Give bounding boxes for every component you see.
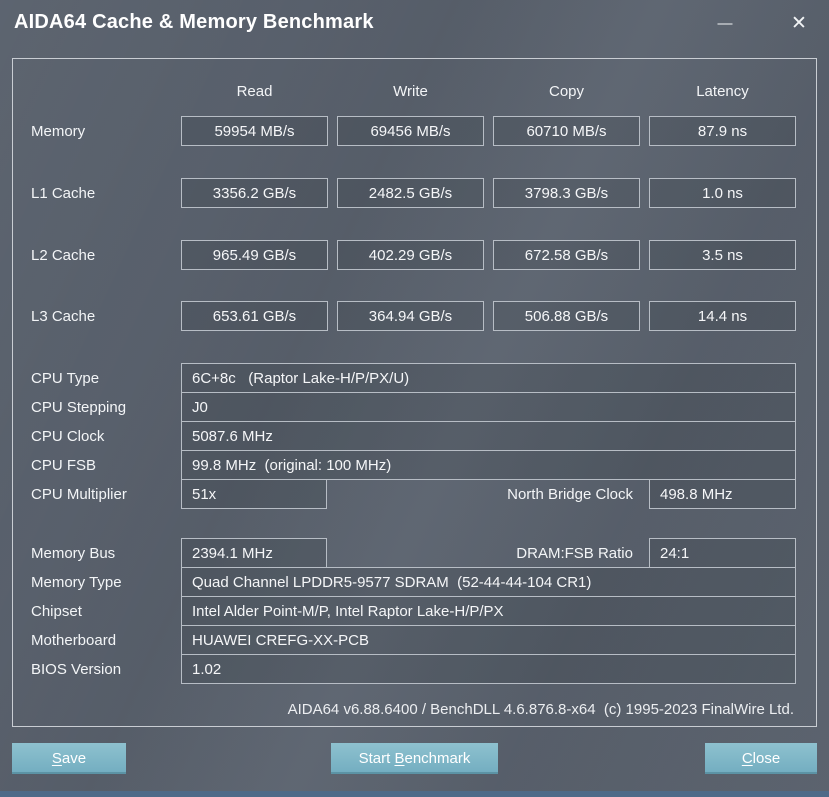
info-row-cpu-stepping: CPU Stepping J0 — [31, 392, 796, 422]
info-label: Memory Bus — [31, 544, 116, 562]
info-label: Chipset — [31, 602, 82, 620]
info-row-memory-bus: Memory Bus 2394.1 MHz DRAM:FSB Ratio 24:1 — [31, 538, 796, 568]
info-label: CPU Stepping — [31, 398, 127, 416]
info-row-cpu-type: CPU Type 6C+8c (Raptor Lake-H/P/PX/U) — [31, 363, 796, 393]
close-icon[interactable]: ✕ — [791, 12, 807, 34]
column-header-copy: Copy — [548, 83, 585, 100]
benchmark-value-box: 2482.5 GB/s — [337, 178, 484, 208]
info-value-box: 2394.1 MHz — [181, 538, 327, 568]
info-value-box: 6C+8c (Raptor Lake-H/P/PX/U) — [181, 363, 796, 393]
benchmark-value-box: 506.88 GB/s — [493, 301, 640, 331]
info-label: CPU Type — [31, 369, 100, 387]
benchmark-panel: Read Write Copy Latency CPU Type 6C+8c (Rapt… — [12, 58, 817, 727]
info-row-memory-type: Memory Type Quad Channel LPDDR5-9577 SDRA… — [31, 567, 796, 597]
benchmark-value-box: 59954 MB/s — [181, 116, 328, 146]
benchmark-value-box: 14.4 ns — [649, 301, 796, 331]
info-value-box: Intel Alder Point-M/P, Intel Raptor Lake… — [181, 596, 796, 626]
version-text: AIDA64 v6.88.6400 / BenchDLL 4.6.876.8-x… — [287, 701, 794, 718]
info-value-box: J0 — [181, 392, 796, 422]
info-label: CPU Multiplier — [31, 485, 127, 503]
benchmark-row-l1-cache: L1 Cache 3356.2 GB/s 2482.5 GB/s 3798.3 GB/… — [31, 178, 796, 208]
column-header-write: Write — [393, 83, 428, 100]
benchmark-value-box: 3.5 ns — [649, 240, 796, 270]
column-header-latency: Latency — [696, 83, 749, 100]
benchmark-value-box: 1.0 ns — [649, 178, 796, 208]
info-row-chipset: Chipset Intel Alder Point-M/P, Intel Rapt… — [31, 596, 796, 626]
info-extra-label: North Bridge Clock — [507, 485, 633, 503]
minimize-icon[interactable]: — — [717, 14, 733, 32]
row-label: Memory — [31, 122, 86, 140]
memory-info-table: Memory Bus 2394.1 MHz DRAM:FSB Ratio 24:1 Me… — [31, 538, 796, 684]
benchmark-value-box: 3798.3 GB/s — [493, 178, 640, 208]
benchmark-value-box: 672.58 GB/s — [493, 240, 640, 270]
info-label: Motherboard — [31, 631, 117, 649]
info-value-box: 99.8 MHz (original: 100 MHz) — [181, 450, 796, 480]
benchmark-row-l2-cache: L2 Cache 965.49 GB/s 402.29 GB/s 672.58 GB/… — [31, 240, 796, 270]
benchmark-value-box: 69456 MB/s — [337, 116, 484, 146]
row-label: L1 Cache — [31, 184, 96, 202]
benchmark-value-box: 87.9 ns — [649, 116, 796, 146]
benchmark-value-box: 653.61 GB/s — [181, 301, 328, 331]
info-label: CPU Clock — [31, 427, 105, 445]
info-row-cpu-clock: CPU Clock 5087.6 MHz — [31, 421, 796, 451]
benchmark-value-box: 402.29 GB/s — [337, 240, 484, 270]
column-header-read: Read — [236, 83, 273, 100]
info-row-bios-version: BIOS Version 1.02 — [31, 654, 796, 684]
window-bottom-edge — [0, 791, 829, 797]
benchmark-row-l3-cache: L3 Cache 653.61 GB/s 364.94 GB/s 506.88 GB/… — [31, 301, 796, 331]
info-value-box: 5087.6 MHz — [181, 421, 796, 451]
info-label: BIOS Version — [31, 660, 122, 678]
benchmark-value-box: 3356.2 GB/s — [181, 178, 328, 208]
header-spacer — [31, 83, 172, 103]
benchmark-value-box: 965.49 GB/s — [181, 240, 328, 270]
info-extra-value-box: 24:1 — [649, 538, 796, 568]
info-label: Memory Type — [31, 573, 122, 591]
benchmark-header-row: Read Write Copy Latency — [31, 83, 796, 103]
info-value-box: HUAWEI CREFG-XX-PCB — [181, 625, 796, 655]
benchmark-row-memory: Memory 59954 MB/s 69456 MB/s 60710 MB/s 87.9… — [31, 116, 796, 146]
window-title: AIDA64 Cache & Memory Benchmark — [14, 11, 374, 33]
info-value-box: 51x — [181, 479, 327, 509]
info-label: CPU FSB — [31, 456, 97, 474]
info-row-cpu-multiplier: CPU Multiplier 51x North Bridge Clock 498.8… — [31, 479, 796, 509]
info-row-motherboard: Motherboard HUAWEI CREFG-XX-PCB — [31, 625, 796, 655]
benchmark-value-box: 364.94 GB/s — [337, 301, 484, 331]
info-extra-value-box: 498.8 MHz — [649, 479, 796, 509]
benchmark-value-box: 60710 MB/s — [493, 116, 640, 146]
info-value-box: 1.02 — [181, 654, 796, 684]
row-label: L3 Cache — [31, 307, 96, 325]
cpu-info-table: CPU Type 6C+8c (Raptor Lake-H/P/PX/U) CPU … — [31, 363, 796, 509]
info-row-cpu-fsb: CPU FSB 99.8 MHz (original: 100 MHz) — [31, 450, 796, 480]
row-label: L2 Cache — [31, 246, 96, 264]
info-value-box: Quad Channel LPDDR5-9577 SDRAM (52-44-44… — [181, 567, 796, 597]
info-extra-label: DRAM:FSB Ratio — [516, 544, 633, 562]
